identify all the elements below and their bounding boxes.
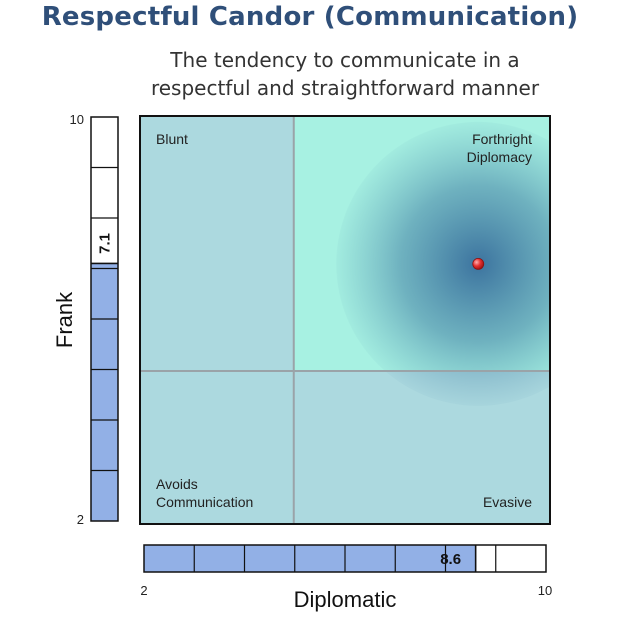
plot-border [139,115,551,525]
frank-bar-fill [91,263,118,521]
chart-subtitle: The tendency to communicate in a respect… [0,46,620,102]
quadrant-label-blunt: Blunt [156,131,188,147]
subtitle-line-1: The tendency to communicate in a [170,48,520,72]
y-score-label: 7.1 [97,233,114,254]
frank-scale-bar [90,116,119,522]
diplomatic-scale-bar [143,544,547,573]
x-tick-max: 10 [538,583,552,598]
x-score-label: 8.6 [440,551,461,568]
quadrant-label-forthright: Forthright [472,131,532,147]
x-axis-label: Diplomatic [294,587,397,612]
quadrant-label-diplomacy: Diplomacy [467,149,532,165]
y-tick-min: 2 [77,512,84,527]
y-axis-label: Frank [52,291,77,348]
quadrant-label-avoids: Avoids [156,476,198,492]
score-glow [336,121,550,406]
score-point [472,257,485,270]
subtitle-line-2: respectful and straightforward manner [150,76,540,100]
quadrant-label-communication: Communication [156,494,253,510]
quadrant-label-evasive: Evasive [483,494,532,510]
y-tick-max: 10 [70,112,84,127]
chart-title: Respectful Candor (Communication) [41,2,579,32]
x-tick-min: 2 [140,583,147,598]
diplomatic-bar-fill [144,545,476,572]
